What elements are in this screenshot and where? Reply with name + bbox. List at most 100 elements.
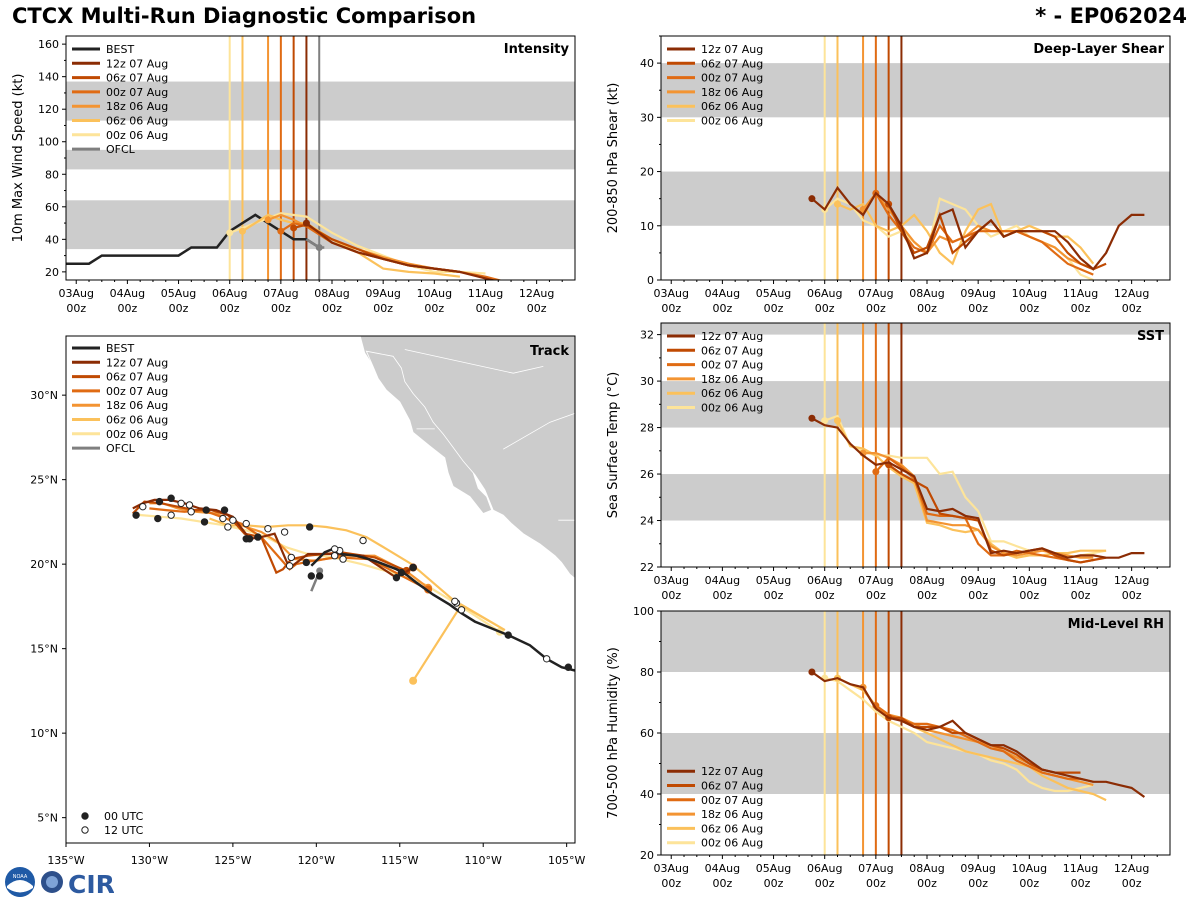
plot-area <box>808 668 1146 802</box>
panel-title: Track <box>530 344 569 359</box>
x-tick-label: 130°W <box>131 854 168 867</box>
x-tick-sublabel: 00z <box>1122 302 1142 315</box>
series-line-12z-07-aug <box>305 222 497 280</box>
fix-marker-12utc <box>224 523 232 531</box>
map-area <box>132 336 575 685</box>
legend-label: 06z 07 Aug <box>106 371 168 384</box>
fix-marker-00utc <box>504 631 512 639</box>
fix-marker-00utc <box>202 506 210 514</box>
x-tick-label: 10Aug <box>417 287 452 300</box>
x-tick-label: 05Aug <box>161 287 196 300</box>
x-tick-sublabel: 00z <box>1019 877 1039 890</box>
legend-label: 00z 06 Aug <box>701 402 763 415</box>
y-tick-label: 60 <box>45 201 59 214</box>
legend-label: 06z 06 Aug <box>701 822 763 835</box>
series-start-point <box>264 216 272 224</box>
legend-label: 06z 06 Aug <box>701 100 763 113</box>
threshold-band <box>661 611 1170 672</box>
y-tick-label: 140 <box>38 71 59 84</box>
legend-label: 06z 07 Aug <box>106 72 168 85</box>
storm-id: * - EP062024 <box>1035 4 1187 28</box>
x-tick-label: 03Aug <box>653 287 688 300</box>
x-tick-sublabel: 00z <box>764 302 784 315</box>
legend-label: 12z 07 Aug <box>701 43 763 56</box>
x-tick-label: 11Aug <box>1063 574 1098 587</box>
series-start-point <box>872 468 880 476</box>
y-tick-label: 24 <box>640 515 654 528</box>
legend-label: 18z 06 Aug <box>701 808 763 821</box>
fix-marker-12utc <box>330 552 339 560</box>
x-tick-label: 06Aug <box>807 574 842 587</box>
fix-marker-12utc <box>280 528 289 536</box>
series-line-06z-07-aug <box>887 463 1107 564</box>
x-tick-label: 04Aug <box>705 574 740 587</box>
x-tick-label: 120°W <box>298 854 335 867</box>
fix-marker-12utc <box>542 655 551 663</box>
fix-marker-12utc <box>359 536 367 545</box>
fix-marker-00utc <box>315 572 324 580</box>
y-tick-label: 22 <box>640 561 654 574</box>
x-tick-sublabel: 00z <box>712 302 732 315</box>
state-border <box>404 349 544 374</box>
x-tick-label: 105°W <box>548 854 585 867</box>
legend-label: 00z 06 Aug <box>701 115 763 128</box>
x-tick-sublabel: 00z <box>220 302 240 315</box>
y-tick-label: 25°N <box>30 474 58 487</box>
y-tick-label: 0 <box>647 274 654 287</box>
fix-marker-12utc <box>264 524 272 533</box>
x-tick-label: 09Aug <box>960 862 995 875</box>
threshold-band <box>661 63 1170 118</box>
fix-marker-00utc <box>200 518 209 526</box>
x-tick-label: 07Aug <box>858 287 893 300</box>
series-start-point <box>302 219 310 227</box>
y-tick-label: 10°N <box>30 727 58 740</box>
noaa-logo-text: NOAA <box>13 874 28 880</box>
y-tick-label: 160 <box>38 38 59 51</box>
panel-title: Intensity <box>504 42 570 57</box>
fix-marker-12utc <box>185 501 194 509</box>
x-tick-label: 04Aug <box>110 287 145 300</box>
x-tick-label: 08Aug <box>314 287 349 300</box>
fix-marker-00utc <box>397 568 406 577</box>
x-tick-sublabel: 00z <box>866 589 886 602</box>
fix-marker-12utc <box>285 562 294 570</box>
y-tick-label: 28 <box>640 422 654 435</box>
shear-panel: 0 10 20 30 40 03Aug 00z 04Aug 00z 05Aug 00z 06Aug 00… <box>606 35 1171 315</box>
x-tick-sublabel: 00z <box>968 877 988 890</box>
x-tick-sublabel: 00z <box>661 302 681 315</box>
y-axis-label: 700-500 hPa Humidity (%) <box>606 647 621 819</box>
legend-label: 00z 07 Aug <box>701 72 763 85</box>
x-tick-label: 135°W <box>47 854 84 867</box>
x-tick-sublabel: 00z <box>764 589 784 602</box>
series-start-point <box>833 200 841 208</box>
series-line-00z-07-aug <box>874 192 1094 276</box>
legend-label: 12z 07 Aug <box>701 765 763 778</box>
legend-label: OFCL <box>106 442 136 455</box>
x-tick-sublabel: 00z <box>373 302 393 315</box>
fix-marker-12utc <box>457 606 466 614</box>
baja-california <box>365 350 493 514</box>
x-tick-sublabel: 00z <box>917 302 937 315</box>
x-tick-sublabel: 00z <box>815 877 835 890</box>
x-tick-label: 12Aug <box>1114 287 1149 300</box>
ofcl-point <box>315 243 323 251</box>
x-tick-label: 07Aug <box>858 862 893 875</box>
y-tick-label: 30 <box>640 375 654 388</box>
x-tick-label: 11Aug <box>468 287 503 300</box>
x-tick-sublabel: 00z <box>815 589 835 602</box>
legend-label: 00z 07 Aug <box>106 86 168 99</box>
fix-marker-12utc <box>330 545 339 553</box>
marker-legend-symbol <box>81 826 89 834</box>
marker-legend-label: 00 UTC <box>104 810 144 823</box>
legend-label: 12z 07 Aug <box>701 330 763 343</box>
legend-label: 00z 07 Aug <box>106 385 168 398</box>
y-axis-label: 10m Max Wind Speed (kt) <box>11 74 26 243</box>
series-line-12z-07-aug <box>811 185 1145 271</box>
legend-label: 00z 07 Aug <box>701 794 763 807</box>
x-tick-sublabel: 00z <box>1019 302 1039 315</box>
x-tick-sublabel: 00z <box>424 302 444 315</box>
legend-label: BEST <box>106 342 134 355</box>
x-tick-label: 125°W <box>214 854 251 867</box>
y-tick-label: 100 <box>633 605 654 618</box>
noaa-logo: NOAA <box>5 867 35 897</box>
